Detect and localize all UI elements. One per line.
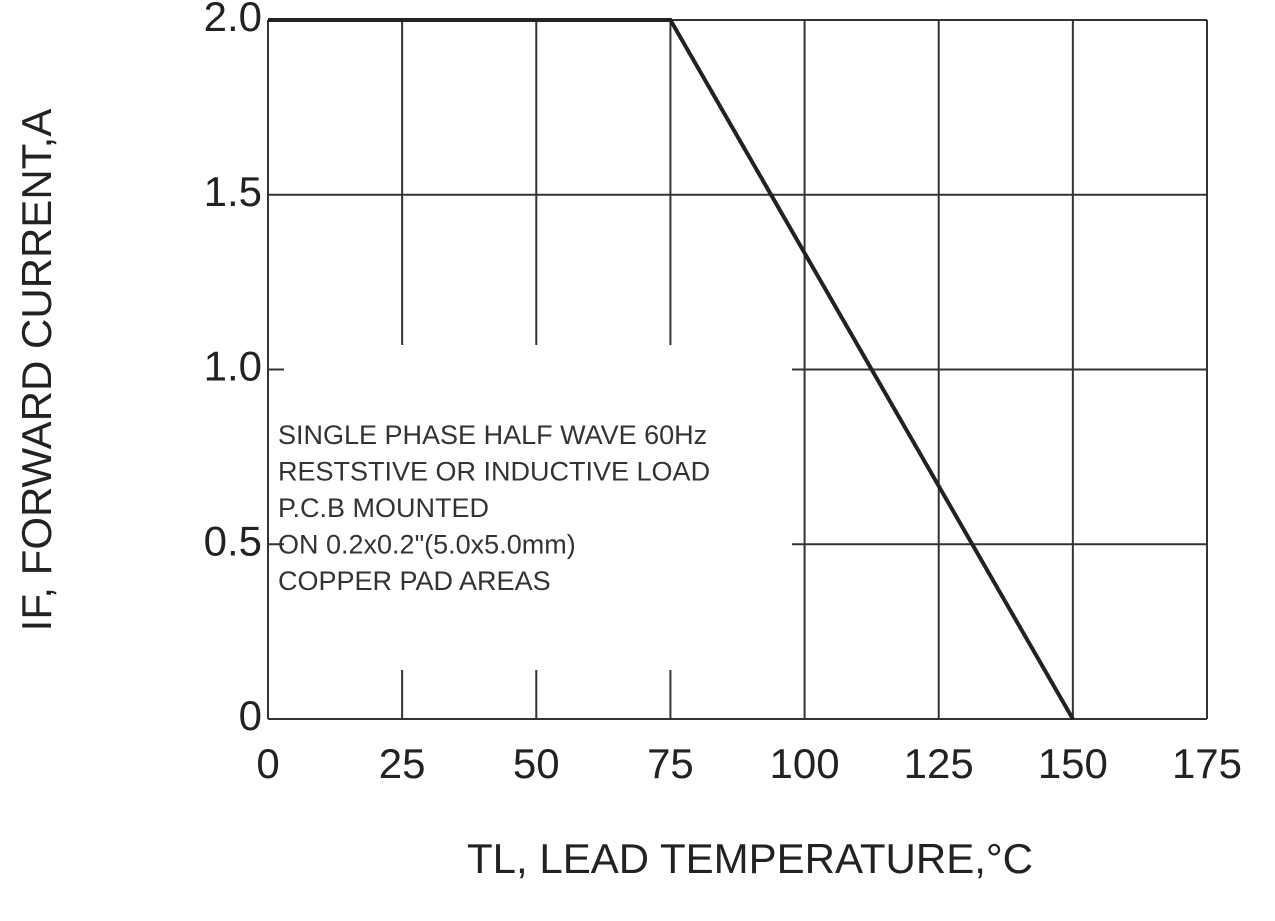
annotation: RESTSTIVE OR INDUCTIVE LOAD [278,457,710,487]
x-tick-label: 175 [1172,740,1242,787]
annotation: SINGLE PHASE HALF WAVE 60Hz [278,420,707,450]
y-tick-label: 0.5 [204,517,262,564]
x-tick-label: 100 [770,740,840,787]
y-tick-label: 0 [239,692,262,739]
annotation: COPPER PAD AREAS [278,566,551,596]
annotation: ON 0.2x0.2"(5.0x5.0mm) [278,530,576,560]
y-tick-label: 2.0 [204,0,262,40]
x-tick-label: 150 [1038,740,1108,787]
y-tick-label: 1.0 [204,343,262,390]
annotation-backdrop [284,345,792,670]
x-tick-label: 75 [647,740,694,787]
data-line [268,18,1075,720]
x-tick-label: 25 [379,740,426,787]
x-tick-label: 125 [904,740,974,787]
annotation: P.C.B MOUNTED [278,493,489,523]
x-axis-title: TL, LEAD TEMPERATURE,°C [467,835,1033,882]
y-axis-title: IF, FORWARD CURRENT,A [13,109,60,632]
y-tick-label: 1.5 [204,168,262,215]
x-tick-label: 50 [513,740,560,787]
x-tick-label: 0 [256,740,279,787]
